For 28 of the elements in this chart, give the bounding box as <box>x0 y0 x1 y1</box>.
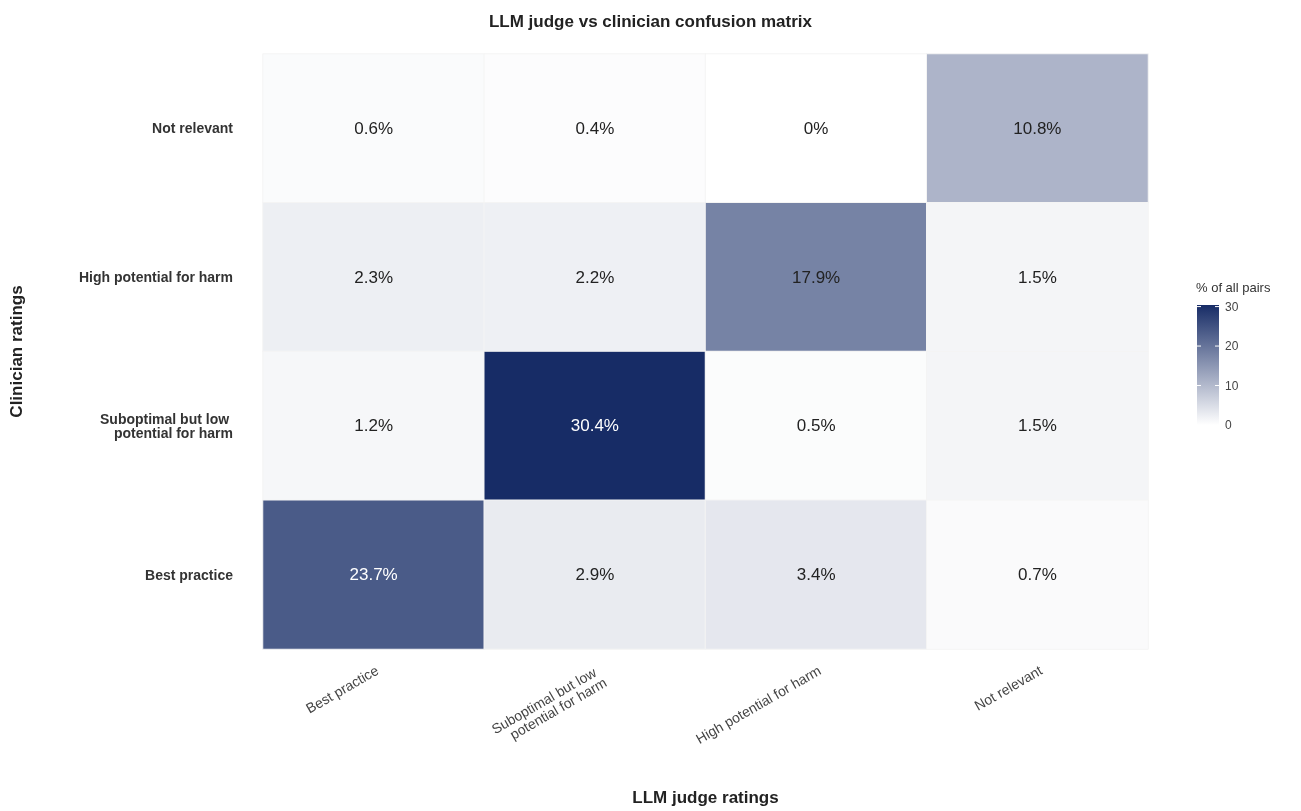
data-label: 23.7% <box>349 565 398 585</box>
chart-title: LLM judge vs clinician confusion matrix <box>488 12 813 31</box>
data-label: 3.4% <box>796 565 836 585</box>
y-tick-label: Not relevant <box>152 120 234 137</box>
color-bar-label: 30 <box>1225 299 1239 314</box>
y-tick-label: High potential for harm <box>79 269 233 286</box>
data-label: 2.2% <box>575 267 615 287</box>
data-label: 10.8% <box>1013 118 1062 138</box>
color-bar-title: % of all pairs <box>1196 280 1271 295</box>
data-label: 30.4% <box>570 416 619 436</box>
y-axis-title: Clinician ratings <box>7 285 26 418</box>
data-label: 1.5% <box>1018 267 1057 287</box>
color-bar-label: 20 <box>1225 339 1239 354</box>
y-tick-label: Best practice <box>145 566 234 583</box>
data-label: 2.3% <box>354 267 393 287</box>
data-label: 1.5% <box>1018 416 1057 436</box>
color-bar-label: 10 <box>1225 378 1239 393</box>
data-label: 0.6% <box>354 118 393 138</box>
x-axis-title: LLM judge ratings <box>632 788 779 807</box>
data-label: 0.7% <box>1018 565 1057 585</box>
data-label: 2.9% <box>575 565 615 585</box>
y-tick-label: Suboptimal but low potential for harm <box>100 410 233 441</box>
data-label: 0% <box>803 118 829 138</box>
data-label: 0.5% <box>796 416 836 436</box>
color-bar-label: 0 <box>1225 418 1232 432</box>
data-label: 0.4% <box>575 118 615 138</box>
data-label: 1.2% <box>354 416 393 436</box>
data-label: 17.9% <box>792 267 841 287</box>
